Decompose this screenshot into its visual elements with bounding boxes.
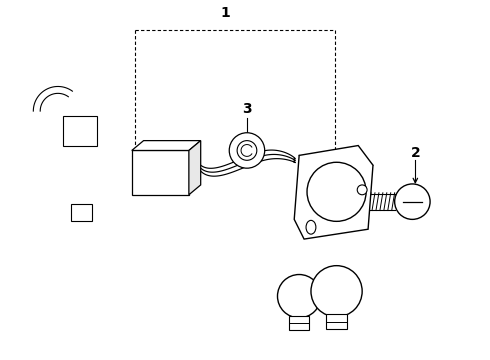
Ellipse shape bbox=[306, 220, 316, 234]
Bar bbox=[71, 204, 93, 221]
Bar bbox=[63, 116, 98, 145]
Bar bbox=[289, 316, 309, 330]
Polygon shape bbox=[294, 145, 373, 239]
Circle shape bbox=[311, 266, 362, 317]
Circle shape bbox=[277, 275, 321, 318]
Circle shape bbox=[307, 162, 366, 221]
Circle shape bbox=[237, 141, 257, 160]
Bar bbox=[132, 150, 189, 195]
Text: 3: 3 bbox=[242, 102, 252, 116]
Circle shape bbox=[229, 133, 265, 168]
Text: 1: 1 bbox=[220, 6, 230, 20]
Bar bbox=[326, 314, 347, 329]
Circle shape bbox=[357, 185, 367, 195]
Polygon shape bbox=[132, 141, 201, 150]
Circle shape bbox=[394, 184, 430, 219]
Polygon shape bbox=[189, 141, 201, 195]
Text: 2: 2 bbox=[411, 147, 420, 161]
